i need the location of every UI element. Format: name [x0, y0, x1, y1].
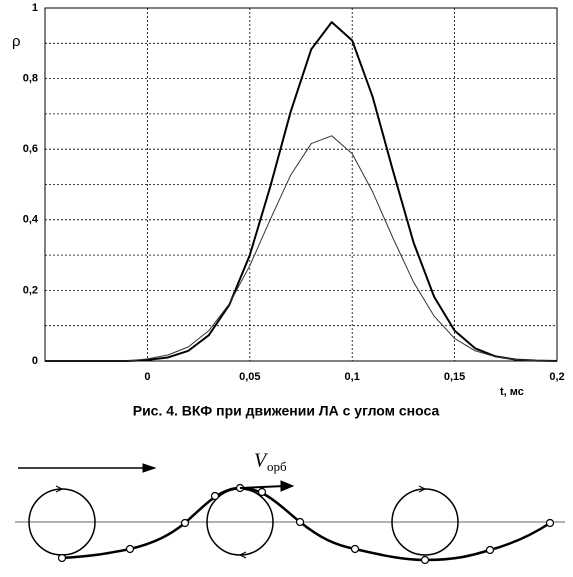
direction-mark: [239, 551, 247, 559]
point: [350, 544, 360, 554]
y-tick-label: 0,8: [23, 73, 38, 85]
point: [295, 517, 305, 527]
point: [545, 518, 555, 528]
point: [485, 545, 495, 555]
caption: Рис. 4. ВКФ при движении ЛА с углом снос…: [133, 403, 440, 419]
arrow-head: [142, 463, 157, 473]
x-axis-label: t, мс: [500, 386, 524, 398]
direction-mark: [55, 485, 63, 493]
line: [45, 135, 558, 362]
velocity-subscript: орб: [267, 459, 287, 474]
y-tick-label: 1: [32, 2, 38, 14]
trajectory-diagram: [15, 463, 565, 565]
y-tick-label: 0,4: [23, 214, 39, 226]
point: [57, 553, 67, 563]
point: [210, 491, 220, 501]
velocity-arrow: [239, 485, 286, 489]
line: [45, 21, 558, 362]
trajectory: [61, 486, 551, 562]
point: [420, 555, 430, 565]
y-tick-label: 0,6: [23, 143, 38, 155]
point: [257, 487, 267, 497]
x-tick-label: 0,05: [239, 371, 260, 383]
point: [125, 544, 135, 554]
x-tick-label: 0,2: [549, 371, 564, 383]
arrow-head: [280, 480, 295, 492]
point: [180, 518, 190, 528]
velocity-label: V: [254, 450, 269, 472]
y-tick-label: 0: [32, 355, 38, 367]
x-tick-label: 0: [144, 371, 150, 383]
plot-frame: [44, 7, 558, 362]
y-axis-label: ρ: [12, 33, 21, 50]
direction-mark: [418, 485, 426, 493]
x-tick-label: 0,1: [345, 371, 360, 383]
x-tick-label: 0,15: [444, 371, 465, 383]
y-tick-label: 0,2: [23, 284, 38, 296]
